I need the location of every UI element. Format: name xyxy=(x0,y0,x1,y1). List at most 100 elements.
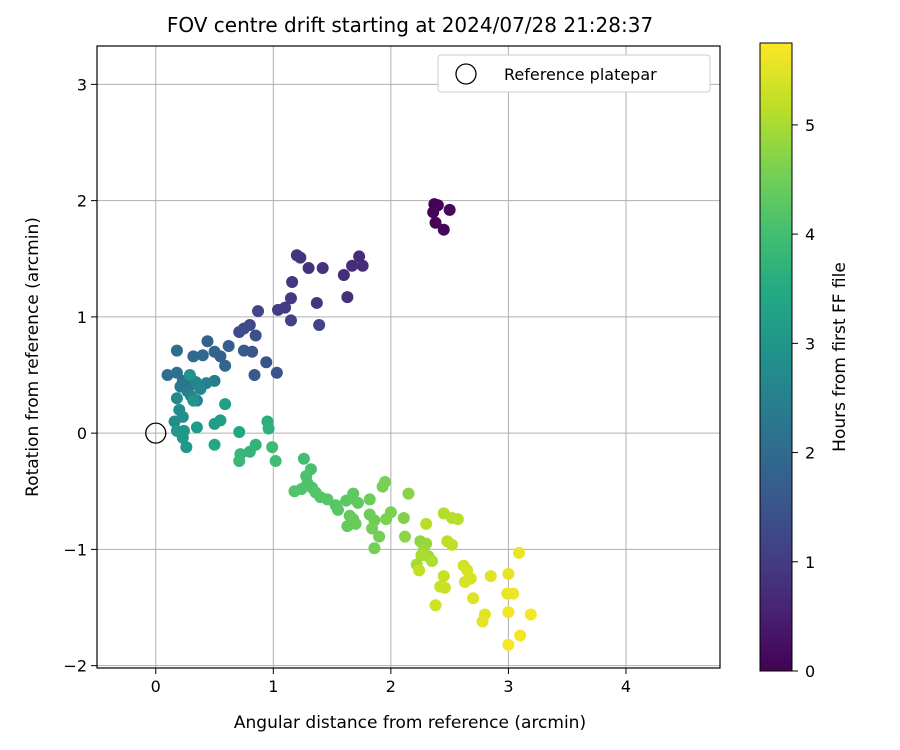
scatter-point xyxy=(451,513,464,526)
colorbar: 0 1 2 3 4 5 Hours from first FF file xyxy=(759,42,850,681)
scatter-point xyxy=(222,339,235,352)
scatter-point xyxy=(286,276,299,289)
legend: Reference platepar xyxy=(437,54,711,93)
scatter-point xyxy=(272,303,285,316)
colorbar-tick-label: 4 xyxy=(805,225,815,244)
colorbar-gradient xyxy=(759,42,793,672)
scatter-point xyxy=(161,369,174,382)
plot-frame xyxy=(96,45,721,669)
scatter-point xyxy=(429,599,442,612)
scatter-point xyxy=(437,223,450,236)
colorbar-label: Hours from first FF file xyxy=(830,262,850,452)
scatter-point xyxy=(378,475,391,488)
scatter-point xyxy=(427,206,440,219)
scatter-point xyxy=(176,431,189,444)
scatter-point xyxy=(233,425,246,438)
colorbar-tick-label: 1 xyxy=(805,553,815,572)
scatter-point xyxy=(347,487,360,500)
scatter-point xyxy=(284,314,297,327)
scatter-point xyxy=(476,615,489,628)
data-points xyxy=(161,198,537,651)
scatter-point xyxy=(331,503,344,516)
scatter-point xyxy=(380,513,393,526)
scatter-point xyxy=(208,345,221,358)
scatter-point xyxy=(297,452,310,465)
y-tick-label: 2 xyxy=(77,192,87,211)
scatter-point xyxy=(353,250,366,263)
scatter-point xyxy=(398,530,411,543)
scatter-point xyxy=(402,487,415,500)
scatter-point xyxy=(514,629,527,642)
scatter-point xyxy=(183,369,196,382)
scatter-point xyxy=(502,638,515,651)
scatter-point xyxy=(438,581,451,594)
scatter-point xyxy=(426,555,439,568)
legend-box xyxy=(437,54,711,93)
y-tick-label: 0 xyxy=(77,424,87,443)
scatter-point xyxy=(243,445,256,458)
scatter-point xyxy=(194,382,207,395)
scatter-point xyxy=(397,512,410,525)
scatter-point xyxy=(187,394,200,407)
x-axis-label: Angular distance from reference (arcmin) xyxy=(234,713,586,733)
x-tick-label: 1 xyxy=(268,677,278,696)
scatter-point xyxy=(429,216,442,229)
scatter-point xyxy=(249,329,262,342)
scatter-point xyxy=(349,517,362,530)
scatter-point xyxy=(524,608,537,621)
x-tick-label: 3 xyxy=(503,677,513,696)
scatter-point xyxy=(269,455,282,468)
scatter-point xyxy=(170,344,183,357)
scatter-point xyxy=(366,522,379,535)
scatter-point xyxy=(201,335,214,348)
y-tick-label: 3 xyxy=(77,75,87,94)
scatter-point xyxy=(443,203,456,216)
scatter-point xyxy=(294,251,307,264)
y-tick-label: 1 xyxy=(77,308,87,327)
scatter-point xyxy=(219,359,232,372)
scatter-point xyxy=(176,410,189,423)
scatter-point xyxy=(180,441,193,454)
scatter-point xyxy=(346,259,359,272)
scatter-point xyxy=(214,414,227,427)
scatter-point xyxy=(316,262,329,275)
y-axis-label: Rotation from reference (arcmin) xyxy=(23,217,43,497)
scatter-point xyxy=(288,485,301,498)
legend-marker-reference xyxy=(455,63,477,85)
chart-title: FOV centre drift starting at 2024/07/28 … xyxy=(167,13,653,37)
scatter-point xyxy=(302,262,315,275)
scatter-point xyxy=(373,530,386,543)
scatter-point xyxy=(413,564,426,577)
y-tick-label: −1 xyxy=(63,540,87,559)
scatter-point xyxy=(187,350,200,363)
scatter-point xyxy=(237,344,250,357)
scatter-point xyxy=(233,326,246,339)
scatter-point xyxy=(458,575,471,588)
scatter-point xyxy=(310,296,323,309)
colorbar-tick-label: 2 xyxy=(805,444,815,463)
scatter-point xyxy=(170,392,183,405)
scatter-point xyxy=(313,319,326,332)
axis-ticks: 0 1 2 3 4 −2 −1 0 1 2 3 xyxy=(63,75,631,696)
x-tick-label: 4 xyxy=(621,677,631,696)
colorbar-ticks: 0 1 2 3 4 5 xyxy=(792,116,815,681)
scatter-point xyxy=(512,546,525,559)
x-tick-label: 2 xyxy=(386,677,396,696)
colorbar-tick-label: 5 xyxy=(805,116,815,135)
scatter-point xyxy=(363,493,376,506)
scatter-point xyxy=(196,349,209,362)
scatter-point xyxy=(368,542,381,555)
scatter-point xyxy=(233,455,246,468)
scatter-point xyxy=(190,421,203,434)
scatter-point xyxy=(467,592,480,605)
colorbar-tick-label: 0 xyxy=(805,662,815,681)
scatter-point xyxy=(260,356,273,369)
scatter-point xyxy=(356,259,369,272)
scatter-point xyxy=(341,291,354,304)
grid xyxy=(97,46,720,668)
scatter-point xyxy=(437,570,450,583)
reference-platepar-marker xyxy=(145,422,167,444)
scatter-point xyxy=(420,517,433,530)
reference-marker-layer xyxy=(145,422,167,444)
scatter-point xyxy=(502,606,515,619)
